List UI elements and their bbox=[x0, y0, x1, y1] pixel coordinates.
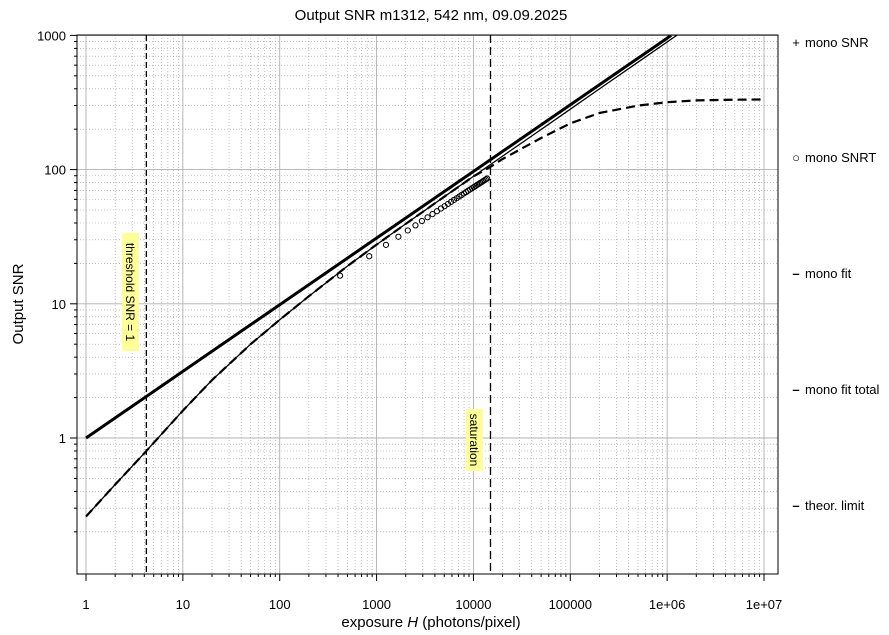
x-axis-label-variable: H bbox=[407, 614, 418, 631]
legend-item: ○ mono SNRT bbox=[792, 150, 876, 165]
y-tick-label: 1000 bbox=[37, 28, 66, 43]
reference-lines bbox=[145, 35, 492, 574]
saturation-label-text: saturation bbox=[467, 414, 481, 467]
y-tick-label: 1 bbox=[59, 431, 66, 446]
axis-ticks bbox=[70, 34, 765, 581]
data-point-mono-snrt bbox=[429, 211, 436, 218]
x-axis-label-prefix: exposure bbox=[341, 614, 407, 631]
data-point-mono-snrt bbox=[412, 222, 419, 229]
y-axis-label: Output SNR bbox=[10, 263, 27, 344]
series-line-theor-limit bbox=[85, 35, 673, 440]
legend-label: mono SNRT bbox=[805, 150, 876, 165]
x-tick-label: 100 bbox=[269, 597, 291, 612]
threshold-label-text: threshold SNR = 1 bbox=[123, 243, 137, 342]
threshold-label: threshold SNR = 1 bbox=[122, 233, 139, 351]
legend-label: mono fit bbox=[805, 266, 852, 281]
data-point-mono-snrt bbox=[382, 241, 390, 248]
legend-label: theor. limit bbox=[805, 498, 865, 513]
legend-symbol: + bbox=[792, 35, 800, 50]
legend-item: + mono SNR bbox=[792, 35, 868, 50]
saturation-label: saturation bbox=[466, 409, 483, 471]
data-point-mono-snrt bbox=[444, 200, 452, 208]
x-tick-label: 100000 bbox=[549, 597, 592, 612]
x-tick-label: 1000 bbox=[362, 597, 391, 612]
data-point-mono-snrt bbox=[404, 227, 411, 234]
data-point-mono-snrt bbox=[482, 176, 489, 183]
grid bbox=[77, 34, 778, 574]
x-tick-label: 1e+07 bbox=[746, 597, 783, 612]
threshold-label-bg bbox=[122, 233, 139, 351]
data-point-mono-snrt bbox=[395, 233, 402, 240]
saturation-label-bg bbox=[466, 409, 483, 471]
series-line-mono-fit-total bbox=[85, 98, 765, 518]
data-point-mono-snrt bbox=[418, 217, 426, 225]
data-point-mono-snrt bbox=[474, 181, 481, 189]
y-tick-labels: 1 10 100 1000 bbox=[37, 28, 66, 446]
data-point-mono-snrt bbox=[424, 214, 431, 221]
chart-title: Output SNR m1312, 542 nm, 09.09.2025 bbox=[295, 7, 568, 24]
legend-symbol: ○ bbox=[792, 150, 800, 165]
legend: + mono SNR○ mono SNRT– mono fit– mono fit to… bbox=[792, 35, 879, 513]
y-tick-label: 10 bbox=[52, 297, 66, 312]
legend-symbol: – bbox=[792, 266, 799, 281]
legend-symbol: – bbox=[792, 382, 799, 397]
data-point-mono-snrt bbox=[484, 175, 491, 182]
legend-item: – theor. limit bbox=[792, 498, 864, 513]
data-point-mono-snrt bbox=[366, 253, 373, 260]
series-line-mono-fit bbox=[85, 35, 679, 517]
series-layer bbox=[85, 35, 765, 518]
legend-item: – mono fit bbox=[792, 266, 851, 281]
x-tick-labels: 1 10 100 1000 10000 100000 1e+06 1e+07 bbox=[82, 597, 782, 612]
x-axis-label: exposure H (photons/pixel) bbox=[341, 614, 520, 631]
x-tick-label: 10 bbox=[176, 597, 190, 612]
legend-item: – mono fit total bbox=[792, 382, 879, 397]
annotations: threshold SNR = 1 saturation bbox=[122, 233, 483, 471]
legend-label: mono SNR bbox=[805, 35, 869, 50]
x-tick-label: 1 bbox=[82, 597, 89, 612]
x-tick-label: 10000 bbox=[455, 597, 491, 612]
legend-symbol: – bbox=[792, 498, 799, 513]
x-tick-label: 1e+06 bbox=[649, 597, 686, 612]
legend-label: mono fit total bbox=[805, 382, 880, 397]
x-axis-label-suffix: (photons/pixel) bbox=[418, 614, 521, 631]
y-tick-label: 100 bbox=[44, 163, 66, 178]
plot-frame bbox=[76, 34, 779, 575]
